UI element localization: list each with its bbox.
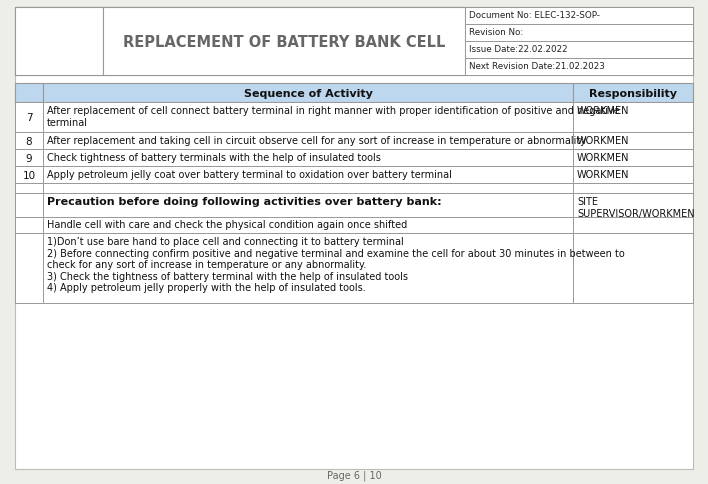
Text: Check tightness of battery terminals with the help of insulated tools: Check tightness of battery terminals wit…: [47, 152, 381, 162]
Text: REPLACEMENT OF BATTERY BANK CELL: REPLACEMENT OF BATTERY BANK CELL: [122, 34, 445, 49]
Bar: [43, 133, 573, 150]
Text: Precaution before doing following activities over battery bank:: Precaution before doing following activi…: [47, 197, 442, 207]
Bar: [15, 183, 43, 194]
Text: WORKMEN: WORKMEN: [577, 136, 629, 146]
Text: After replacement and taking cell in circuit observe cell for any sort of increa: After replacement and taking cell in cir…: [47, 135, 586, 145]
Bar: [573, 166, 693, 183]
Text: Handle cell with care and check the physical condition again once shifted: Handle cell with care and check the phys…: [47, 220, 407, 230]
Bar: [573, 194, 693, 217]
Bar: [573, 103, 693, 133]
Bar: [103, 8, 465, 76]
Text: Sequence of Activity: Sequence of Activity: [244, 88, 372, 98]
Text: Issue Date:22.02.2022: Issue Date:22.02.2022: [469, 45, 568, 54]
Bar: [15, 150, 43, 166]
Text: 10: 10: [23, 170, 35, 180]
Text: 1)Don’t use bare hand to place cell and connecting it to battery terminal
2) Bef: 1)Don’t use bare hand to place cell and …: [47, 237, 624, 293]
Bar: [43, 183, 573, 194]
Bar: [43, 217, 573, 233]
Text: WORKMEN: WORKMEN: [577, 152, 629, 163]
Bar: [15, 8, 103, 76]
Bar: [43, 194, 573, 217]
Text: Apply petroleum jelly coat over battery terminal to oxidation over battery termi: Apply petroleum jelly coat over battery …: [47, 169, 452, 179]
Bar: [573, 133, 693, 150]
Bar: [573, 150, 693, 166]
Bar: [465, 42, 693, 59]
Bar: [573, 217, 693, 233]
Bar: [15, 194, 43, 217]
Bar: [43, 150, 573, 166]
Text: SITE
SUPERVISOR/WORKMEN: SITE SUPERVISOR/WORKMEN: [577, 197, 695, 218]
Bar: [15, 84, 43, 103]
Bar: [15, 8, 693, 76]
Bar: [15, 166, 43, 183]
Text: Next Revision Date:21.02.2023: Next Revision Date:21.02.2023: [469, 62, 605, 71]
Text: 8: 8: [25, 136, 33, 146]
Text: WORKMEN: WORKMEN: [577, 170, 629, 180]
Bar: [465, 8, 693, 25]
Bar: [573, 233, 693, 303]
Text: Document No: ELEC-132-SOP-: Document No: ELEC-132-SOP-: [469, 11, 600, 20]
Bar: [15, 233, 43, 303]
Bar: [43, 233, 573, 303]
Text: 9: 9: [25, 153, 33, 163]
Bar: [15, 217, 43, 233]
Text: Responsibility: Responsibility: [589, 88, 677, 98]
Bar: [15, 103, 43, 133]
Text: WORKMEN: WORKMEN: [577, 106, 629, 116]
Text: After replacement of cell connect battery terminal in right manner with proper i: After replacement of cell connect batter…: [47, 106, 619, 127]
Text: Page 6 | 10: Page 6 | 10: [326, 470, 382, 481]
Bar: [43, 84, 573, 103]
Bar: [573, 183, 693, 194]
Bar: [43, 166, 573, 183]
Text: 7: 7: [25, 113, 33, 123]
Bar: [15, 133, 43, 150]
Bar: [573, 84, 693, 103]
Bar: [465, 59, 693, 76]
Text: Revision No:: Revision No:: [469, 28, 523, 37]
Bar: [43, 103, 573, 133]
Bar: [465, 25, 693, 42]
